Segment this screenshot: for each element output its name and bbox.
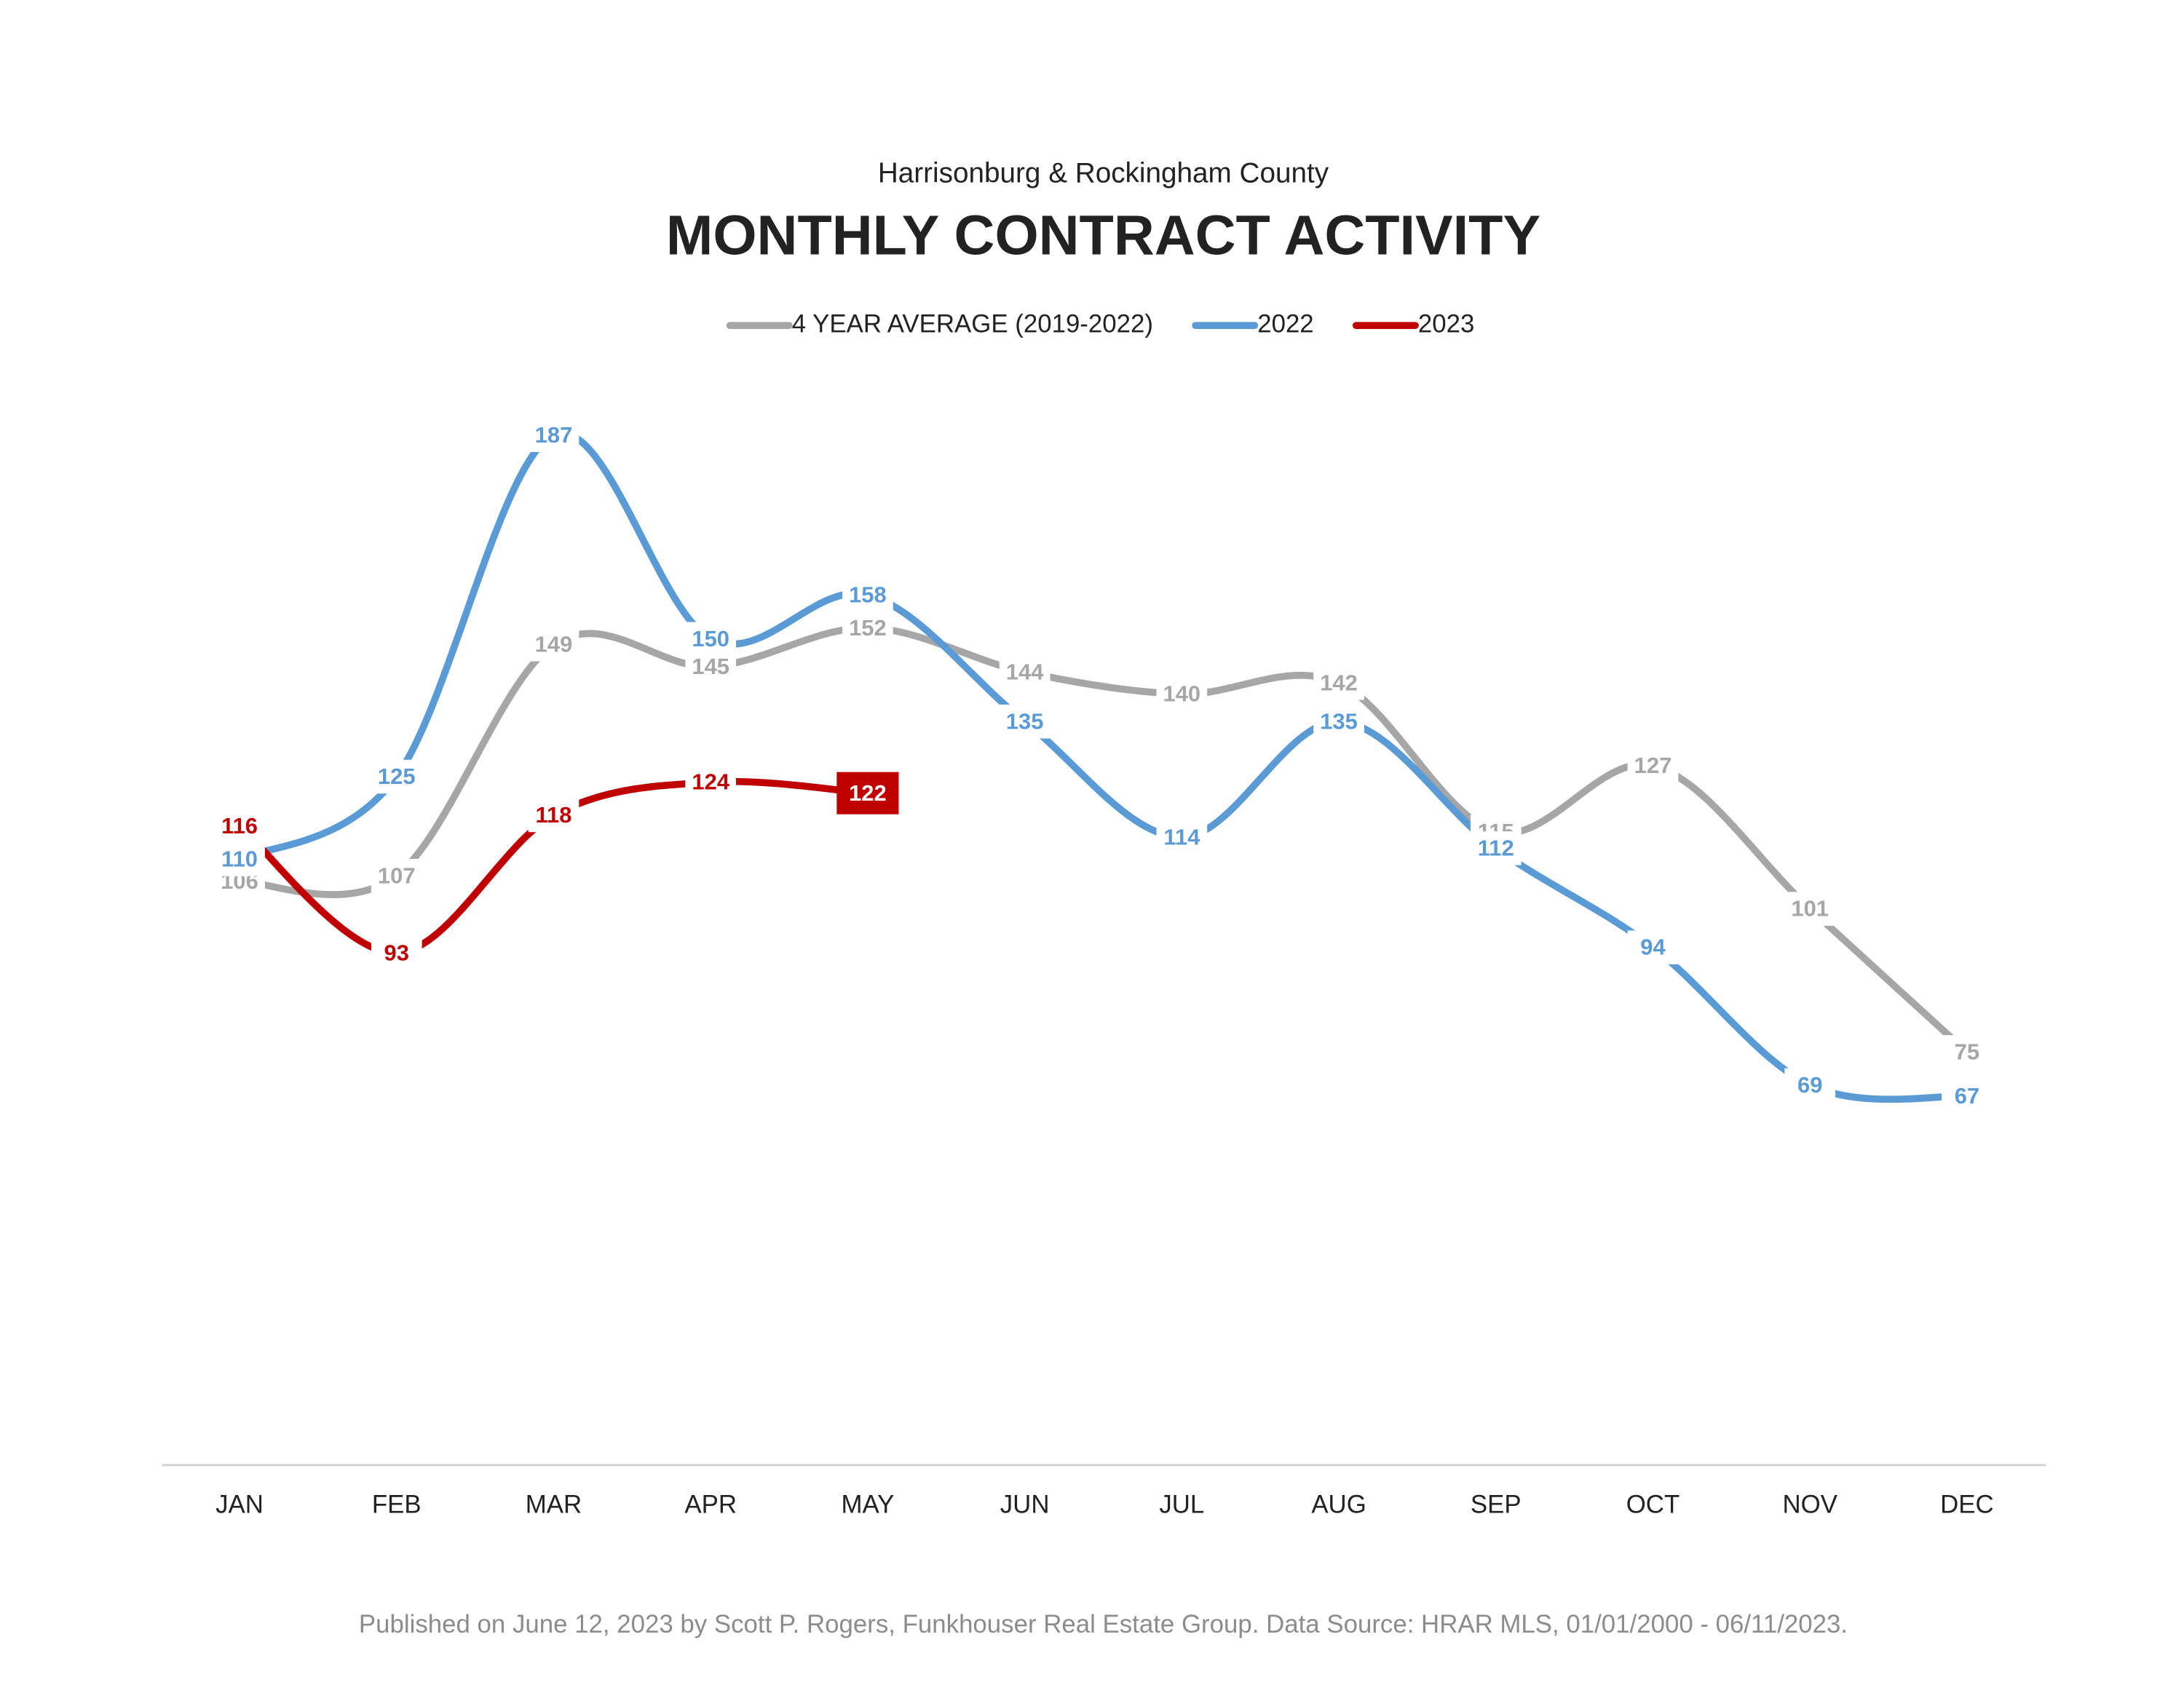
label-bg — [999, 655, 1051, 689]
label-bg — [371, 935, 422, 970]
label-bg — [528, 418, 579, 453]
x-tick-label: AUG — [1311, 1490, 1366, 1518]
label-bg — [1627, 748, 1679, 783]
data-label: 67 — [1955, 1083, 1979, 1109]
label-bg — [1156, 820, 1208, 855]
data-label: 118 — [536, 802, 572, 828]
chart-subtitle: Harrisonburg & Rockingham County — [878, 157, 1329, 189]
label-bg — [528, 798, 579, 833]
label-bg — [685, 622, 737, 657]
label-bg — [371, 759, 422, 794]
x-tick-label: NOV — [1782, 1490, 1837, 1518]
data-label: 187 — [535, 422, 573, 448]
data-label: 127 — [1634, 753, 1672, 778]
label-bg — [1942, 1035, 1993, 1069]
data-label: 152 — [849, 615, 887, 641]
x-tick-label: FEB — [372, 1490, 422, 1518]
data-label: 94 — [1640, 935, 1666, 960]
label-bg — [1313, 705, 1364, 739]
data-label: 149 — [535, 631, 573, 657]
label-bg — [1156, 677, 1208, 711]
x-tick-label: MAY — [841, 1490, 894, 1518]
label-bg — [528, 627, 579, 662]
x-tick-label: MAR — [526, 1490, 582, 1518]
data-label: 142 — [1320, 670, 1358, 695]
data-label: 112 — [1478, 836, 1514, 861]
data-label: 107 — [378, 863, 416, 888]
legend-label: 2022 — [1257, 309, 1313, 338]
label-bg — [1784, 1068, 1836, 1103]
x-tick-label: OCT — [1626, 1490, 1680, 1518]
label-bg — [842, 578, 893, 612]
x-tick-label: APR — [684, 1490, 737, 1518]
data-label: 124 — [692, 769, 729, 795]
label-bg — [214, 809, 265, 844]
data-label: 145 — [692, 654, 729, 679]
data-label: 158 — [849, 582, 887, 607]
data-label: 122 — [849, 780, 887, 806]
legend-label: 2023 — [1418, 309, 1474, 338]
data-label: 116 — [221, 813, 258, 838]
chart-title: MONTHLY CONTRACT ACTIVITY — [666, 205, 1540, 267]
footer: Published on June 12, 2023 by Scott P. R… — [359, 1610, 1848, 1638]
label-bg — [371, 859, 422, 893]
highlight-box — [836, 772, 899, 814]
data-label: 110 — [221, 847, 258, 872]
x-tick-label: JAN — [215, 1490, 264, 1518]
data-label: 93 — [384, 940, 409, 965]
data-label: 75 — [1955, 1039, 1979, 1065]
series-line — [236, 624, 1971, 1056]
label-bg — [842, 611, 893, 645]
data-label: 101 — [1791, 896, 1829, 921]
data-label: 125 — [378, 764, 416, 789]
label-bg — [685, 765, 737, 799]
legend-label: 4 YEAR AVERAGE (2019-2022) — [792, 309, 1153, 338]
x-tick-label: JUL — [1159, 1490, 1204, 1518]
x-tick-label: JUN — [1000, 1490, 1050, 1518]
label-bg — [1313, 666, 1364, 700]
data-label: 144 — [1006, 659, 1044, 684]
data-label: 114 — [1163, 824, 1200, 849]
label-bg — [1942, 1079, 1993, 1114]
data-label: 135 — [1006, 708, 1044, 734]
data-label: 140 — [1163, 681, 1201, 707]
label-bg — [1627, 930, 1679, 964]
label-bg — [1784, 892, 1836, 926]
data-label: 135 — [1320, 708, 1358, 734]
label-bg — [999, 705, 1051, 739]
label-bg — [1470, 831, 1522, 865]
x-tick-label: SEP — [1471, 1490, 1522, 1518]
label-bg — [214, 842, 265, 876]
x-tick-label: DEC — [1940, 1490, 1994, 1518]
data-label: 150 — [692, 626, 729, 651]
data-label: 69 — [1797, 1072, 1822, 1098]
